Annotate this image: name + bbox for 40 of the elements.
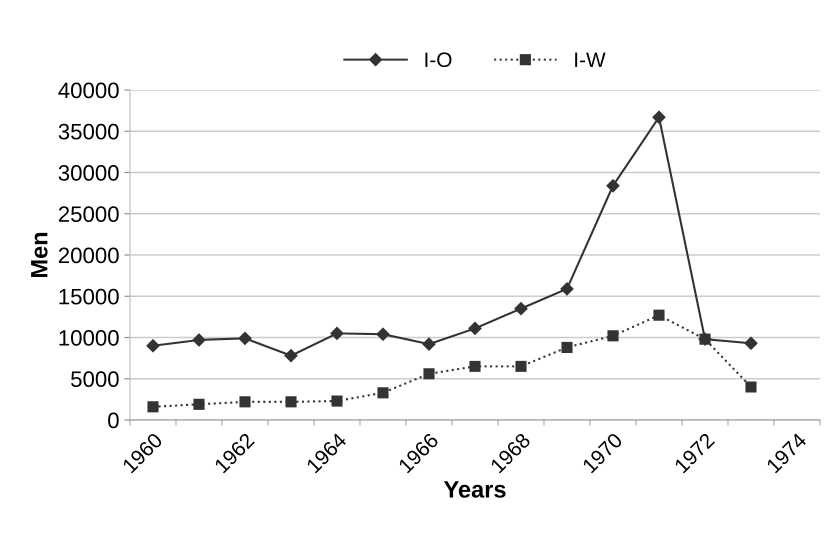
x-axis-title: Years [444,481,506,498]
point [193,398,205,410]
point [192,333,206,347]
point [285,396,297,408]
point [377,387,389,398]
point [422,338,436,351]
y-tick-label: 5000 [71,371,119,388]
point [514,302,528,316]
point [607,330,619,342]
y-tick-label: 0 [108,412,119,428]
point [331,395,343,407]
y-tick-label: 20000 [58,248,119,264]
legend-label: I-W [575,52,606,67]
point [606,179,620,192]
y-tick-label: 35000 [58,124,119,140]
y-axis-title: Men [31,232,48,278]
point [147,401,159,412]
point [146,339,160,352]
point [468,322,482,336]
point [238,332,252,345]
y-tick-label: 25000 [58,206,119,222]
y-tick-label: 30000 [58,165,119,181]
y-tick-label: 40000 [58,82,119,98]
point [653,310,665,321]
point [561,342,573,353]
legend-label: I-O [425,52,452,68]
point [745,381,757,393]
point [469,360,481,372]
point [652,110,666,124]
point [376,328,390,341]
y-tick-label: 10000 [59,330,119,346]
point [699,334,711,345]
point [330,326,344,340]
point [239,396,251,408]
point [515,360,527,372]
y-tick-label: 15000 [59,288,119,305]
point [423,368,435,380]
point [284,349,298,362]
point [744,336,758,350]
point [560,282,574,296]
